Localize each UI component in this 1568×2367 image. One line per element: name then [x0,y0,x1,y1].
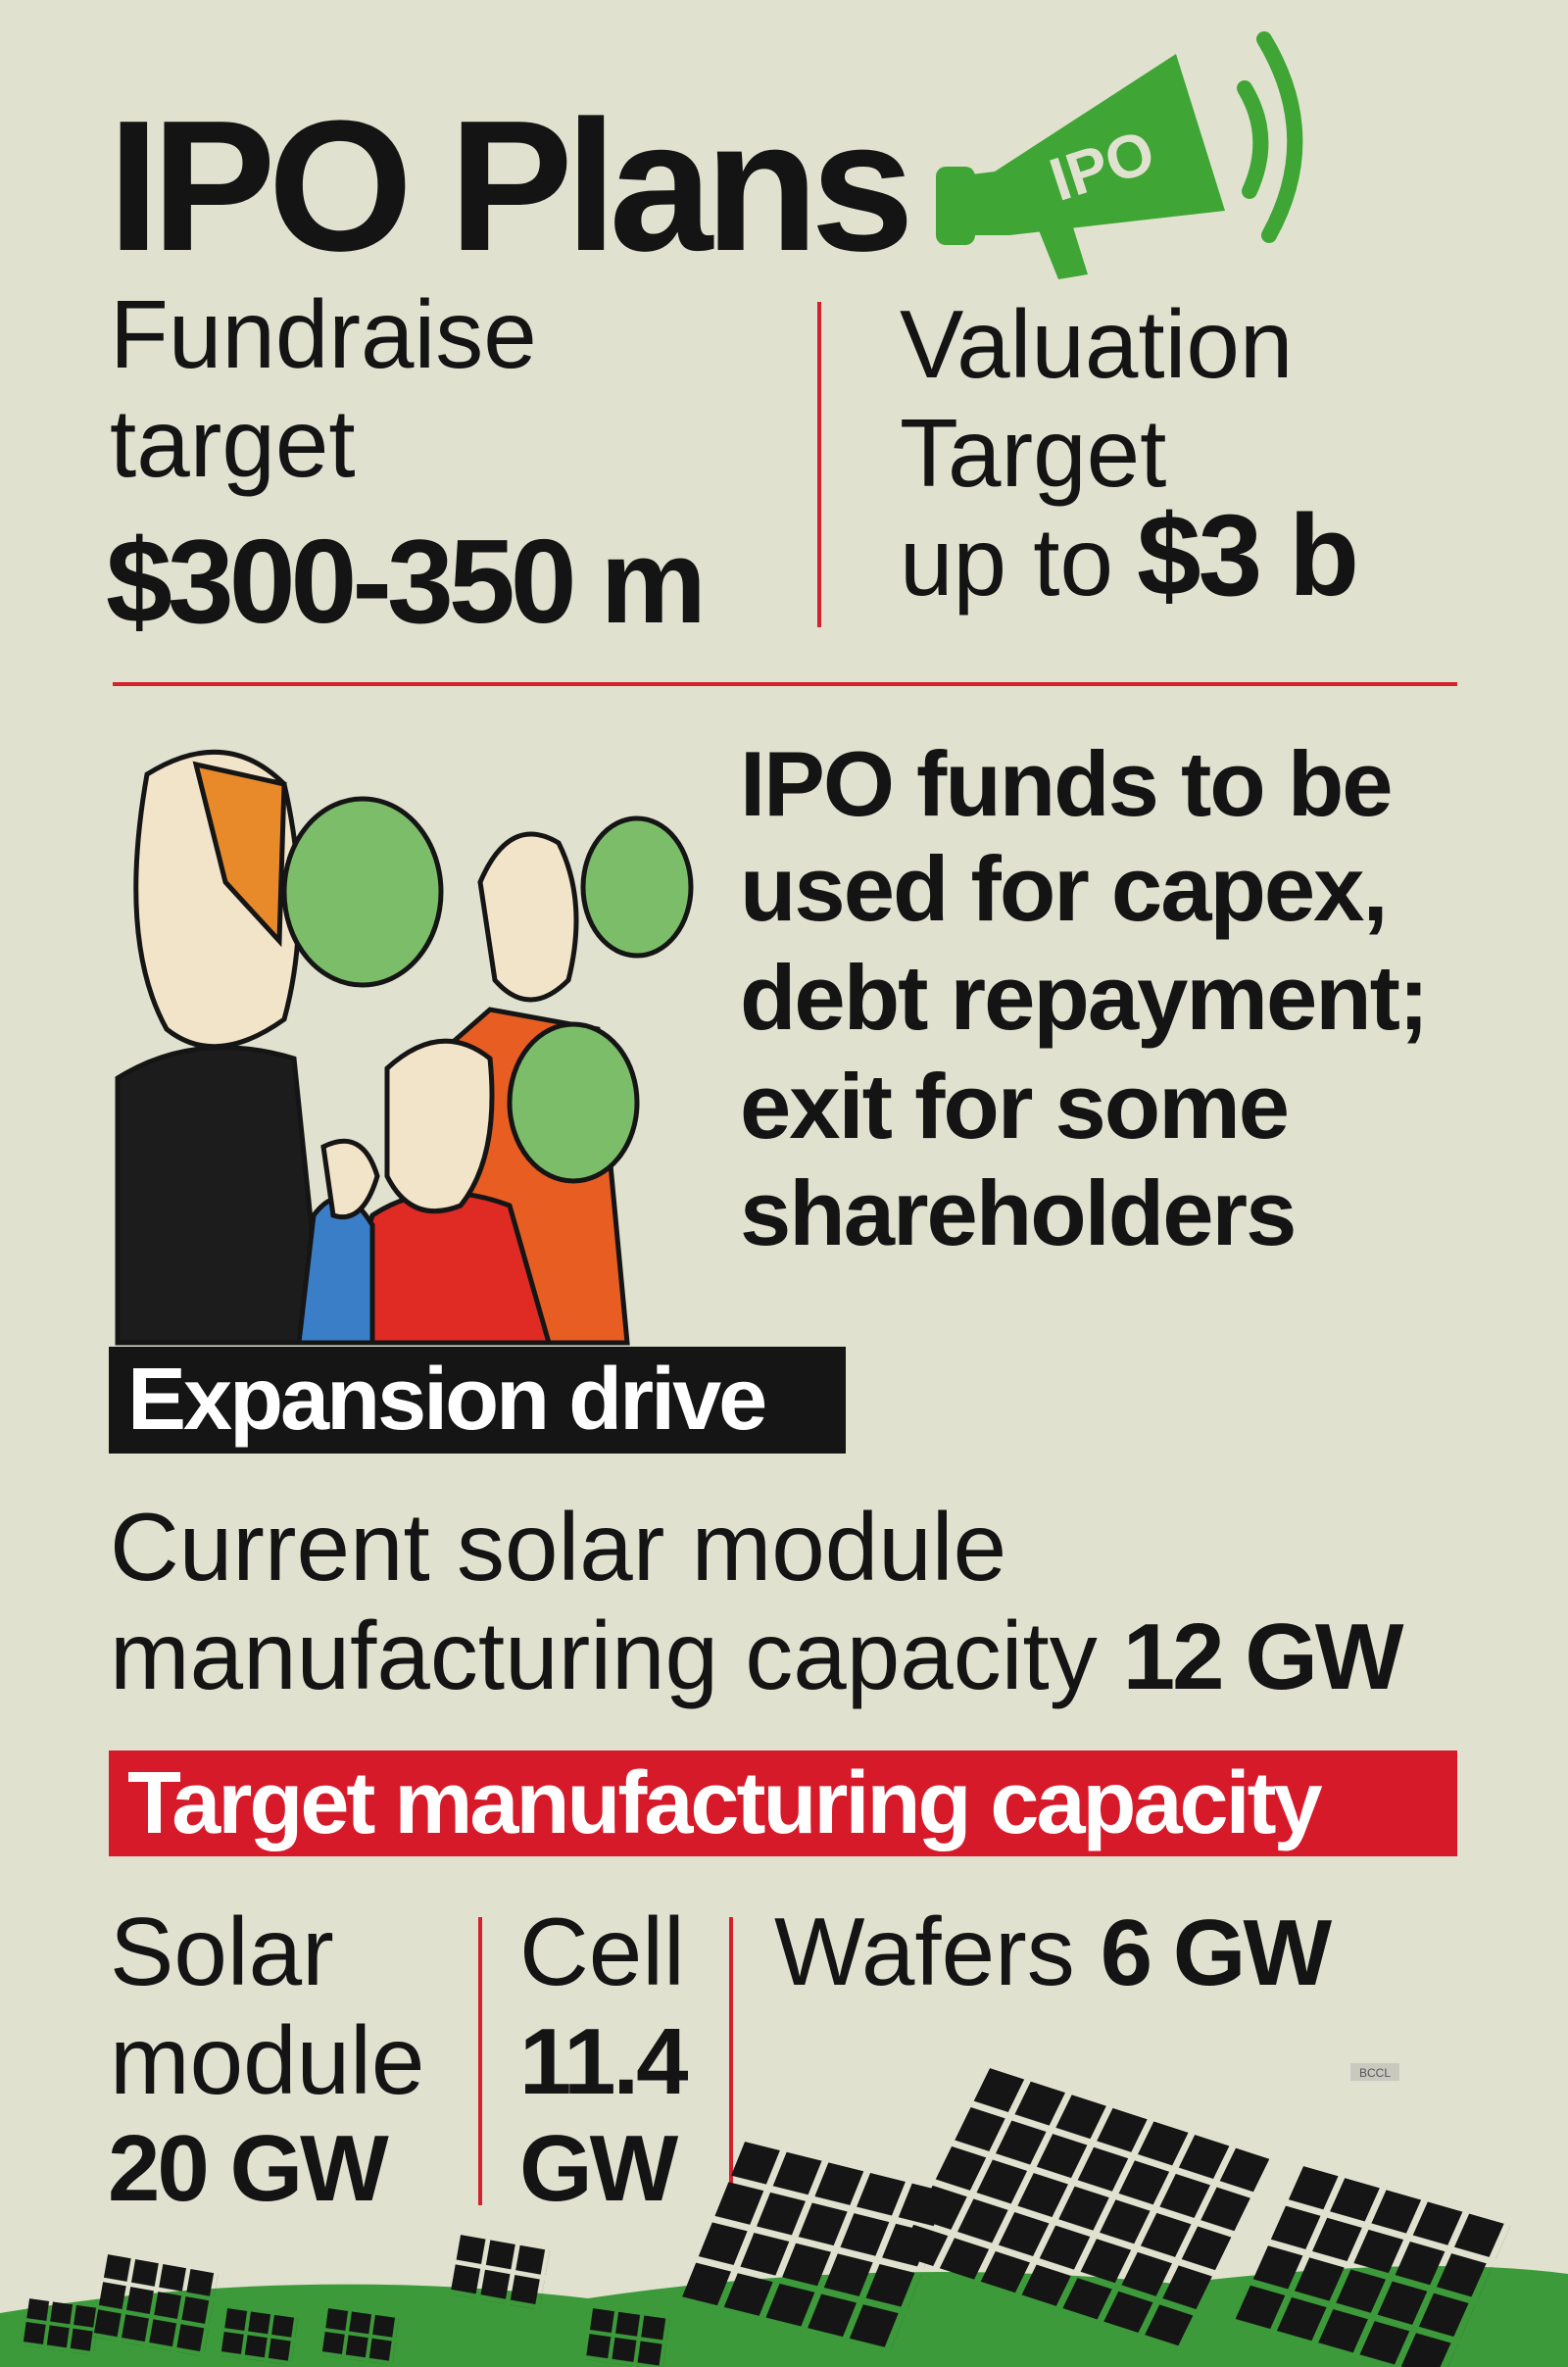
funds-line: debt repayment; [740,946,1427,1049]
funds-line: shareholders [740,1161,1295,1264]
credit: BCCL [1359,2066,1391,2080]
item-line: Wafers 6 GW [774,1898,1332,2005]
heading-box [109,1347,846,1454]
credit-box [1350,2063,1399,2081]
item-label: Wafers [774,1898,1075,2005]
heading-box [109,1751,1457,1856]
funds-line: used for capex, [740,837,1387,940]
funds-line: IPO funds to be [740,732,1392,835]
item-value: 11.4 [519,2009,688,2114]
funds-line: exit for some [740,1055,1288,1158]
solar-panels [23,2068,1511,2367]
item-label: Cell [519,1898,685,2005]
valuation-value: $3 b [1137,491,1356,620]
valuation-label: Target [900,399,1166,507]
item-label: module [110,2006,424,2114]
item-value: 20 GW [108,2116,389,2221]
current-line: Current solar module [110,1493,1006,1601]
title: IPO Plans [108,82,906,290]
valuation-line: up to $3 b [900,491,1356,620]
current-label: manufacturing capacity [110,1602,1098,1709]
fundraise-label: Fundraise [110,280,537,388]
target-heading: Target manufacturing capacity [127,1754,1323,1852]
megaphone-icon: IPO [936,31,1303,279]
item-label: Solar [110,1898,334,2005]
item-value: GW [519,2116,679,2221]
item-value: 6 GW [1101,1900,1333,2005]
illustration [115,749,694,1346]
current-line: manufacturing capacity 12 GW [110,1602,1404,1709]
fundraise-value: $300-350 m [106,515,702,648]
fundraise-label: target [110,389,356,497]
valuation-prefix: up to [900,508,1113,616]
current-value: 12 GW [1123,1604,1404,1709]
expansion-heading: Expansion drive [127,1351,764,1449]
valuation-label: Valuation [900,290,1293,398]
